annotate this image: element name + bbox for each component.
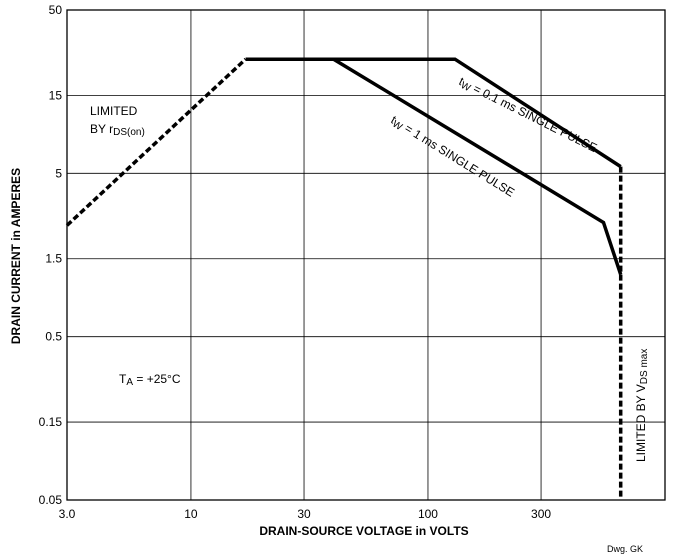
y-tick-label: 0.15: [39, 415, 63, 429]
annotation-rds-sub: DS(on): [113, 127, 145, 138]
y-tick-label: 15: [49, 88, 63, 102]
x-tick-label: 3.0: [59, 507, 76, 521]
annotation-temp-rest: = +25°C: [133, 372, 181, 386]
x-tick-label: 30: [297, 507, 311, 521]
annotation-temp-sub: A: [126, 377, 133, 388]
pulse-1ms-line: [332, 57, 623, 276]
x-axis-title: DRAIN-SOURCE VOLTAGE in VOLTS: [259, 524, 468, 538]
y-tick-label: 5: [55, 166, 62, 180]
drawing-code: Dwg. GK: [607, 544, 643, 554]
y-tick-label: 50: [49, 3, 63, 17]
tick-labels: 3.0 10 30 100 300 0.05 0.15 0.5 1.5 5 15 50: [39, 3, 552, 521]
annotation-temperature: TA = +25°C: [119, 372, 181, 388]
pulse-01ms-line: [245, 57, 622, 169]
plot-frame: [66, 9, 666, 501]
annotation-vds-sub: DS max: [639, 349, 650, 385]
y-tick-label: 0.05: [39, 493, 63, 507]
x-tick-label: 10: [184, 507, 198, 521]
y-tick-label: 0.5: [45, 330, 62, 344]
annotation-rds-line2: BY rDS(on): [90, 122, 145, 138]
annotation-vds-prefix: LIMITED BY V: [634, 384, 648, 462]
series-group: [65, 57, 623, 500]
y-tick-label: 1.5: [45, 252, 62, 266]
x-tick-label: 100: [418, 507, 438, 521]
annotation-rds-prefix: BY r: [90, 122, 113, 136]
annotation-pulse-01ms-t: t: [457, 74, 467, 88]
annotation-temp-t: T: [119, 372, 127, 386]
annotation-vds-max: LIMITED BY VDS max: [634, 349, 650, 462]
y-axis-title: DRAIN CURRENT in AMPERES: [9, 168, 23, 344]
rds-on-limit-line: [65, 57, 247, 227]
x-tick-label: 300: [531, 507, 551, 521]
annotation-rds-line1: LIMITED: [90, 104, 138, 118]
grid: [67, 10, 665, 500]
annotation-pulse-1ms-t: t: [388, 113, 399, 127]
